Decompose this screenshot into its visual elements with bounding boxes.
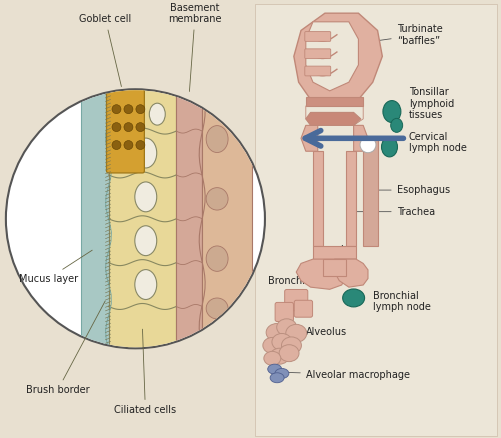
Ellipse shape	[206, 187, 228, 210]
Text: Turbinate
“baffles”: Turbinate “baffles”	[330, 24, 442, 47]
Text: Trachea: Trachea	[354, 207, 435, 217]
Text: Brush border: Brush border	[26, 301, 105, 395]
Polygon shape	[335, 259, 368, 287]
Bar	[176, 89, 202, 348]
Polygon shape	[313, 246, 356, 259]
Text: Tonsillar
lymphoid
tissues: Tonsillar lymphoid tissues	[409, 87, 454, 120]
FancyBboxPatch shape	[305, 32, 331, 41]
Polygon shape	[294, 13, 382, 108]
Text: Alveolus: Alveolus	[290, 328, 347, 339]
FancyBboxPatch shape	[285, 290, 308, 311]
Ellipse shape	[206, 126, 228, 152]
Bar	[202, 89, 252, 348]
Ellipse shape	[275, 368, 289, 378]
Polygon shape	[296, 259, 356, 290]
Polygon shape	[306, 22, 358, 91]
Ellipse shape	[135, 226, 157, 256]
Circle shape	[6, 89, 265, 348]
FancyBboxPatch shape	[275, 302, 294, 321]
Ellipse shape	[383, 101, 401, 123]
Ellipse shape	[206, 298, 228, 319]
Circle shape	[360, 137, 376, 153]
Bar	[109, 89, 176, 348]
Circle shape	[136, 105, 145, 113]
Ellipse shape	[263, 337, 282, 353]
Text: Esophagus: Esophagus	[376, 185, 450, 195]
Ellipse shape	[135, 138, 157, 168]
Text: Cervical
lymph node: Cervical lymph node	[409, 132, 466, 153]
Ellipse shape	[286, 325, 307, 342]
Text: Ciliated cells: Ciliated cells	[114, 329, 176, 415]
Polygon shape	[306, 106, 363, 125]
Text: Bronchioles: Bronchioles	[268, 276, 324, 286]
Circle shape	[112, 123, 121, 131]
Circle shape	[124, 105, 133, 113]
Text: Bronchi: Bronchi	[313, 245, 350, 255]
Polygon shape	[306, 97, 363, 106]
Ellipse shape	[206, 246, 228, 272]
Text: Mucus layer: Mucus layer	[19, 250, 92, 283]
Ellipse shape	[282, 337, 302, 354]
Polygon shape	[354, 125, 368, 151]
Ellipse shape	[264, 351, 281, 365]
Circle shape	[136, 141, 145, 149]
Ellipse shape	[382, 137, 397, 157]
Ellipse shape	[277, 319, 297, 336]
Polygon shape	[313, 151, 323, 246]
Circle shape	[112, 141, 121, 149]
FancyBboxPatch shape	[255, 4, 497, 436]
Circle shape	[136, 123, 145, 131]
FancyBboxPatch shape	[305, 49, 331, 59]
Polygon shape	[323, 259, 347, 276]
Ellipse shape	[149, 103, 165, 125]
FancyBboxPatch shape	[305, 66, 331, 76]
Ellipse shape	[135, 182, 157, 212]
Bar	[81, 89, 109, 348]
Polygon shape	[301, 125, 318, 151]
Text: Palate: Palate	[311, 97, 341, 106]
Polygon shape	[347, 151, 356, 246]
Text: Goblet cell: Goblet cell	[79, 14, 132, 87]
FancyBboxPatch shape	[294, 300, 313, 317]
Circle shape	[124, 141, 133, 149]
Ellipse shape	[270, 348, 289, 364]
FancyBboxPatch shape	[107, 89, 144, 173]
Text: Alveolar macrophage: Alveolar macrophage	[282, 370, 410, 380]
Text: Bronchial
lymph node: Bronchial lymph node	[373, 290, 431, 312]
Ellipse shape	[272, 333, 292, 350]
Ellipse shape	[343, 289, 365, 307]
Polygon shape	[306, 113, 361, 125]
Polygon shape	[363, 138, 378, 246]
Circle shape	[112, 105, 121, 113]
Ellipse shape	[268, 364, 282, 374]
Ellipse shape	[135, 270, 157, 300]
Text: Basement
membrane: Basement membrane	[168, 3, 222, 92]
Ellipse shape	[279, 345, 299, 362]
Text: Tongue: Tongue	[315, 113, 350, 124]
Circle shape	[124, 123, 133, 131]
Ellipse shape	[391, 118, 403, 132]
Ellipse shape	[270, 373, 284, 383]
Ellipse shape	[266, 324, 288, 342]
